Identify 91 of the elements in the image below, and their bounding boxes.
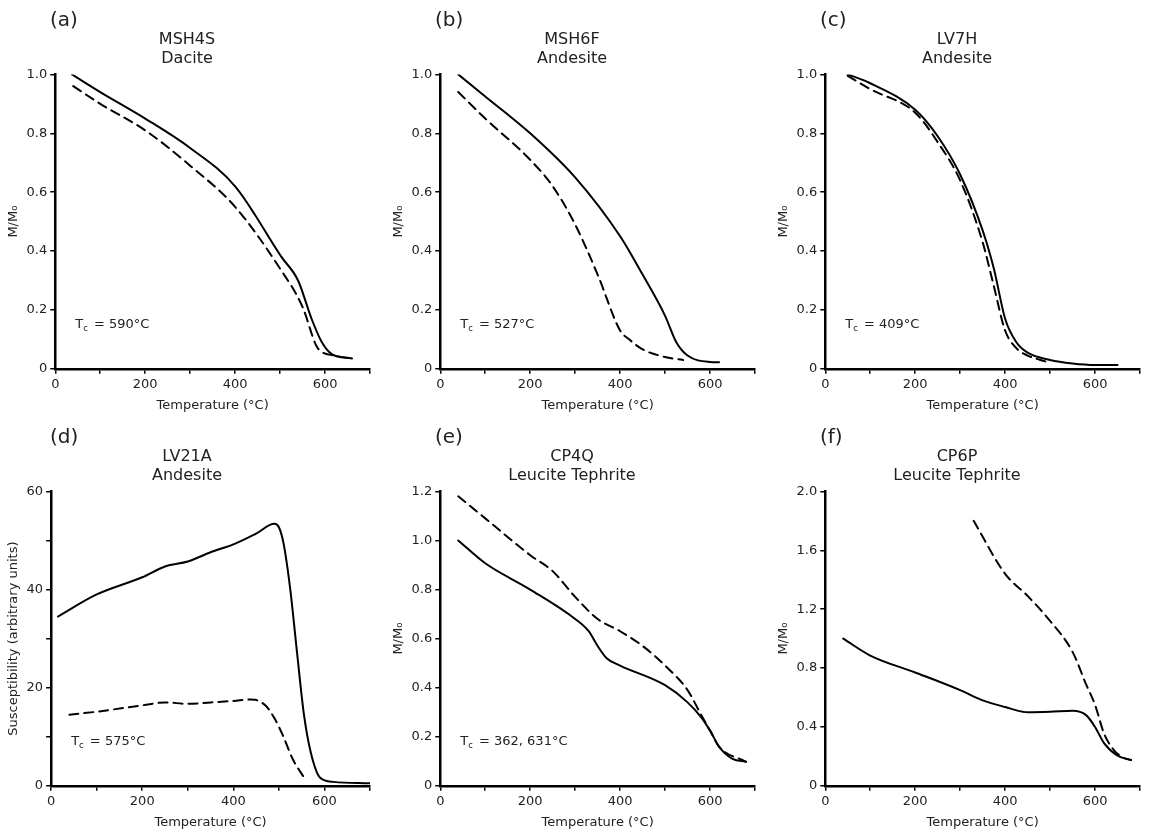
x-tick-label: 200 [902,375,928,391]
y-tick-label: 0.6 [411,629,433,645]
y-tick-label: 0.2 [411,728,433,744]
x-axis-title: Temperature (°C) [153,813,267,829]
y-tick-label: 0 [38,360,48,376]
y-tick-label: 0 [808,777,818,793]
x-tick-label: 200 [517,375,543,391]
y-tick-label: 0.6 [411,183,433,199]
x-axis-title: Temperature (°C) [540,813,654,829]
chart-subtitle: Leucite Tephrite [508,464,636,484]
y-tick-label: 1.2 [411,482,433,498]
text: (a) [50,7,78,31]
x-tick-label: 0 [821,792,830,808]
y-axis-title: M/M₀ [390,205,406,238]
y-tick-label: 0.4 [796,242,818,258]
y-tick-label: 40 [26,580,44,596]
y-tick-label: 0.4 [411,242,433,258]
x-tick-label: 400 [992,375,1018,391]
x-tick-label: 200 [132,375,158,391]
x-tick-label: 0 [51,375,60,391]
y-tick-label: 20 [26,679,44,695]
text: (e) [435,424,463,448]
x-tick-label: 0 [436,375,445,391]
y-tick-label: 1.0 [411,531,433,547]
text: (c) [820,7,847,31]
text: (d) [50,424,79,448]
x-tick-label: 600 [1082,792,1108,808]
x-tick-label: 400 [222,375,248,391]
x-tick-label: 0 [821,375,830,391]
y-axis-title: M/M₀ [390,622,406,655]
y-tick-label: 0.4 [411,679,433,695]
x-tick-label: 0 [436,792,445,808]
chart-title: LV21A [162,445,212,465]
y-tick-label: 0.2 [411,301,433,317]
chart-subtitle: Andesite [152,464,222,484]
y-tick-label: 1.6 [796,541,818,557]
chart-title: CP4Q [550,445,594,465]
y-tick-label: 60 [26,482,44,498]
chart-subtitle: Andesite [922,47,992,67]
y-tick-label: 2.0 [796,482,818,498]
y-tick-label: 0.4 [26,242,48,258]
line-series [457,91,685,361]
x-axis-title: Temperature (°C) [540,396,654,412]
y-tick-label: 0.8 [26,124,48,140]
x-tick-label: 600 [697,375,723,391]
chart-title: MSH4S [158,28,216,48]
chart-title: MSH6F [544,28,600,48]
x-tick-label: 400 [607,792,633,808]
line-series [68,698,305,779]
y-tick-label: 1.2 [796,600,818,616]
y-tick-label: 0.4 [796,718,818,734]
y-tick-label: 0.2 [26,301,48,317]
x-tick-label: 400 [992,792,1018,808]
text: (f) [820,424,843,448]
x-tick-label: 600 [697,792,723,808]
y-tick-label: 0.8 [796,659,818,675]
x-tick-label: 200 [517,792,543,808]
x-tick-label: 400 [607,375,633,391]
y-axis-title: Susceptibility (arbitrary units) [5,541,21,736]
y-tick-label: 1.0 [796,65,818,81]
y-tick-label: 0.8 [411,580,433,596]
y-tick-label: 0.6 [26,183,48,199]
chart-title: CP6P [936,445,978,465]
x-tick-label: 600 [312,375,338,391]
x-axis-title: Temperature (°C) [925,813,1039,829]
line-series [457,74,721,364]
x-tick-label: 400 [220,792,246,808]
y-axis-title: M/M₀ [775,622,791,655]
x-tick-label: 200 [902,792,928,808]
y-axis-title: M/M₀ [775,205,791,238]
chart-subtitle: Dacite [161,47,213,67]
chart-subtitle: Andesite [537,47,607,67]
y-tick-label: 0 [34,777,44,793]
chart-subtitle: Leucite Tephrite [893,464,1021,484]
y-tick-label: 0 [423,777,433,793]
y-axis-title: M/M₀ [5,205,21,238]
y-tick-label: 0.2 [796,301,818,317]
x-tick-label: 600 [1082,375,1108,391]
y-tick-label: 0.8 [796,124,818,140]
x-axis-title: Temperature (°C) [155,396,269,412]
x-axis-title: Temperature (°C) [925,396,1039,412]
y-tick-label: 0.8 [411,124,433,140]
y-tick-label: 0 [423,360,433,376]
chart-title: LV7H [936,28,978,48]
y-tick-label: 0 [808,360,818,376]
y-tick-label: 0.6 [796,183,818,199]
x-tick-label: 200 [129,792,155,808]
y-tick-label: 1.0 [411,65,433,81]
y-tick-label: 1.0 [26,65,48,81]
x-tick-label: 600 [312,792,337,808]
text: (b) [435,7,464,31]
